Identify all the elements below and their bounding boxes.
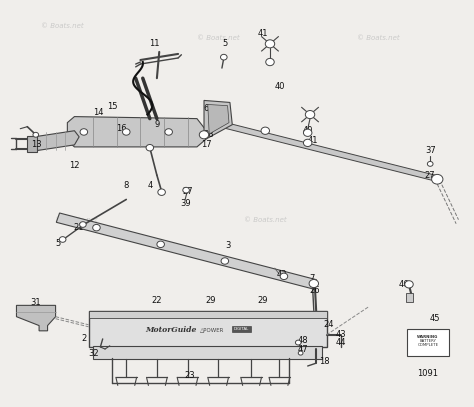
Text: 9: 9	[154, 120, 160, 129]
Circle shape	[261, 127, 270, 134]
Text: COMPLETE: COMPLETE	[417, 343, 438, 347]
Circle shape	[165, 129, 173, 135]
Circle shape	[428, 162, 433, 166]
Text: 32: 32	[88, 348, 99, 358]
Polygon shape	[35, 131, 79, 151]
Bar	[406, 293, 413, 302]
Bar	[89, 311, 327, 318]
Circle shape	[295, 340, 301, 345]
Text: 12: 12	[69, 161, 80, 170]
Text: 18: 18	[319, 357, 329, 365]
Text: 37: 37	[425, 147, 436, 155]
Circle shape	[80, 129, 88, 135]
Circle shape	[220, 55, 227, 60]
Text: 27: 27	[425, 171, 436, 180]
Text: 41: 41	[258, 29, 268, 38]
Text: 1091: 1091	[417, 369, 438, 378]
Circle shape	[33, 132, 38, 137]
Text: 15: 15	[107, 102, 118, 111]
Circle shape	[183, 187, 190, 193]
Circle shape	[221, 258, 228, 264]
Polygon shape	[204, 101, 232, 139]
Text: 40: 40	[302, 126, 313, 135]
Circle shape	[265, 40, 275, 48]
Text: WARNING: WARNING	[417, 335, 438, 339]
Text: MotorGuide: MotorGuide	[146, 326, 197, 334]
Text: 44: 44	[336, 339, 346, 348]
Text: 39: 39	[180, 199, 191, 208]
Text: 28: 28	[203, 130, 214, 139]
Text: 10: 10	[213, 120, 223, 129]
Text: 2: 2	[81, 335, 86, 344]
Bar	[89, 311, 327, 347]
Text: © Boats.net: © Boats.net	[41, 23, 84, 28]
Polygon shape	[27, 136, 36, 152]
Text: 29: 29	[258, 296, 268, 305]
Text: 5: 5	[223, 39, 228, 48]
Text: 4: 4	[147, 181, 153, 190]
Text: 45: 45	[429, 314, 440, 323]
Polygon shape	[67, 116, 206, 147]
Text: DIGITAL: DIGITAL	[234, 327, 249, 331]
Text: 7: 7	[310, 274, 315, 283]
Text: 27: 27	[182, 187, 193, 196]
Text: 29: 29	[206, 296, 216, 305]
Polygon shape	[17, 305, 55, 331]
Polygon shape	[56, 213, 316, 289]
Text: 24: 24	[324, 320, 334, 329]
Text: 14: 14	[93, 108, 103, 117]
Text: 40: 40	[274, 82, 285, 91]
Circle shape	[199, 131, 209, 139]
Text: 17: 17	[201, 140, 212, 149]
Text: 26: 26	[310, 286, 320, 295]
Text: 21: 21	[74, 223, 84, 232]
Text: © Boats.net: © Boats.net	[197, 35, 239, 41]
Text: 42: 42	[276, 270, 287, 279]
Text: © Boats.net: © Boats.net	[357, 35, 400, 41]
Circle shape	[298, 351, 303, 355]
Circle shape	[309, 280, 319, 288]
Circle shape	[122, 129, 130, 135]
Text: 23: 23	[184, 371, 195, 380]
Text: © Boats.net: © Boats.net	[55, 217, 98, 223]
Circle shape	[405, 281, 413, 288]
Bar	[232, 326, 251, 332]
Circle shape	[93, 224, 100, 231]
Text: 8: 8	[124, 181, 129, 190]
Text: 47: 47	[298, 344, 308, 354]
Circle shape	[266, 58, 274, 66]
Bar	[407, 329, 449, 356]
Text: 31: 31	[30, 298, 41, 307]
Circle shape	[432, 174, 443, 184]
Polygon shape	[205, 118, 440, 182]
Text: 41: 41	[307, 136, 318, 145]
Text: 6: 6	[204, 104, 209, 113]
Circle shape	[59, 236, 66, 242]
Text: 22: 22	[152, 296, 162, 305]
Text: 16: 16	[116, 124, 127, 133]
Text: 11: 11	[149, 39, 160, 48]
Text: △POWER: △POWER	[201, 327, 225, 332]
Text: 5: 5	[55, 239, 61, 248]
Circle shape	[303, 129, 312, 136]
Text: 13: 13	[31, 140, 42, 149]
Text: BATTERY: BATTERY	[419, 339, 436, 343]
Circle shape	[80, 222, 86, 228]
Text: 46: 46	[399, 280, 410, 289]
Circle shape	[158, 189, 165, 195]
Circle shape	[280, 273, 288, 280]
Bar	[93, 346, 322, 359]
Circle shape	[157, 241, 164, 247]
Circle shape	[303, 139, 312, 147]
Circle shape	[146, 144, 154, 151]
Text: 43: 43	[336, 330, 346, 339]
Text: 48: 48	[298, 337, 308, 346]
Circle shape	[305, 111, 315, 118]
Text: 3: 3	[225, 241, 230, 250]
Text: © Boats.net: © Boats.net	[244, 217, 287, 223]
Polygon shape	[208, 105, 229, 134]
